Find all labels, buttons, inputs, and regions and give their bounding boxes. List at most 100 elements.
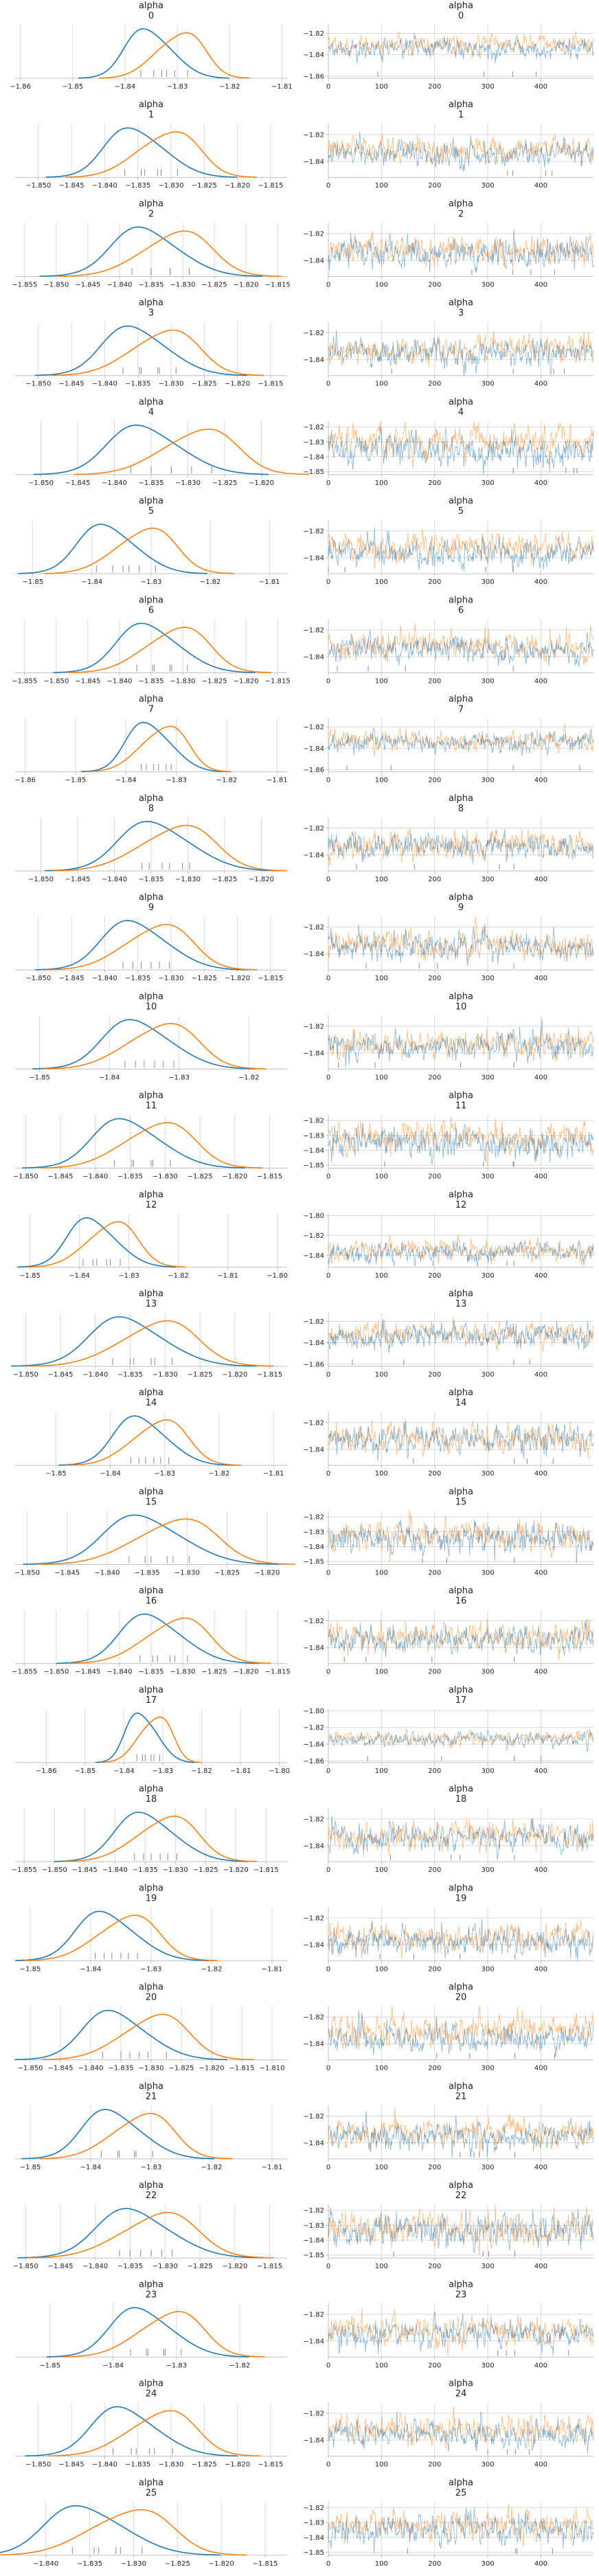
trace-x-tick-label: 300: [482, 2362, 495, 2369]
trace-x-tick-label: 200: [428, 578, 441, 586]
trace-x-tick-label: 200: [428, 1669, 441, 1676]
trace-title-index: 1: [458, 110, 464, 120]
kde-tick-label: −1.840: [82, 2263, 108, 2270]
trace-line-chain-0: [328, 1729, 594, 1752]
trace-x-tick-label: 0: [326, 281, 330, 289]
kde-title-index: 5: [148, 506, 154, 517]
trace-x-tick-label: 0: [326, 1470, 330, 1478]
trace-y-tick-label: −1.84: [303, 1842, 324, 1850]
trace-x-tick-label: 100: [375, 381, 388, 388]
kde-tick-label: −1.820: [249, 479, 274, 487]
trace-x-tick-label: 100: [375, 1074, 388, 1081]
kde-tick-label: −1.84: [80, 1965, 102, 1973]
trace-line-chain-0: [328, 828, 594, 865]
trace-x-tick-label: 0: [326, 1866, 330, 1874]
kde-line-chain-1: [44, 528, 234, 574]
kde-title-variable: alpha: [139, 595, 163, 605]
kde-tick-label: −1.850: [43, 281, 69, 289]
kde-tick-label: −1.83: [141, 1965, 162, 1973]
kde-tick-label: −1.855: [12, 1669, 37, 1676]
kde-tick-label: −1.820: [223, 1866, 249, 1874]
kde-tick-label: −1.845: [47, 1371, 73, 1379]
trace-title-index: 19: [455, 1893, 467, 1903]
trace-x-tick-label: 200: [428, 2362, 441, 2369]
kde-line-chain-1: [69, 1617, 272, 1664]
kde-tick-label: −1.830: [170, 677, 196, 685]
trace-y-tick-label: −1.85: [303, 2549, 324, 2557]
trace-x-tick-label: 100: [375, 1470, 388, 1478]
trace-y-tick-label: −1.82: [303, 825, 324, 833]
trace-x-tick-label: 0: [326, 2065, 330, 2072]
trace-title-index: 3: [458, 308, 464, 319]
trace-x-tick-label: 200: [428, 182, 441, 190]
kde-tick-label: −1.845: [47, 1173, 73, 1181]
trace-x-tick-label: 400: [534, 2263, 547, 2270]
kde-tick-label: −1.830: [152, 2263, 178, 2270]
trace-x-tick-label: 200: [428, 1371, 441, 1379]
trace-title-variable: alpha: [449, 1190, 473, 1200]
kde-tick-label: −1.820: [225, 975, 250, 982]
kde-title-index: 3: [148, 308, 154, 319]
kde-line-chain-0: [56, 1613, 259, 1664]
kde-line-chain-0: [39, 226, 263, 277]
trace-y-tick-label: −1.84: [303, 1147, 324, 1155]
kde-tick-label: −1.825: [212, 479, 238, 487]
kde-tick-label: −1.815: [257, 1173, 282, 1181]
kde-title-index: 4: [148, 407, 154, 418]
kde-tick-label: −1.820: [222, 1173, 247, 1181]
kde-tick-label: −1.840: [102, 876, 127, 883]
trace-x-tick-label: 400: [534, 1272, 547, 1280]
kde-tick-label: −1.83: [166, 777, 187, 784]
kde-tick-label: −1.815: [258, 182, 283, 190]
trace-line-chain-1: [328, 420, 594, 474]
trace-title-variable: alpha: [449, 2478, 473, 2488]
kde-title-index: 15: [146, 1497, 157, 1507]
trace-title-variable: alpha: [449, 1784, 473, 1794]
trace-x-tick-label: 400: [534, 2065, 547, 2072]
trace-x-tick-label: 300: [482, 479, 495, 487]
kde-tick-label: −1.825: [168, 2065, 194, 2072]
trace-x-tick-label: 200: [428, 2461, 441, 2469]
kde-title-index: 21: [146, 2092, 157, 2102]
trace-x-tick-label: 300: [482, 876, 495, 883]
trace-x-tick-label: 100: [375, 2362, 388, 2369]
trace-x-tick-label: 300: [482, 1371, 495, 1379]
trace-x-tick-label: 300: [482, 777, 495, 784]
kde-tick-label: −1.835: [138, 677, 163, 685]
trace-x-tick-label: 400: [534, 1074, 547, 1081]
kde-tick-label: −1.825: [202, 281, 227, 289]
trace-line-chain-0: [328, 1816, 594, 1860]
kde-line-chain-1: [28, 1320, 274, 1367]
kde-title-variable: alpha: [139, 1982, 163, 1993]
trace-x-tick-label: 300: [482, 1272, 495, 1280]
trace-y-tick-label: −1.84: [303, 1252, 324, 1260]
trace-x-tick-label: 300: [482, 1074, 495, 1081]
kde-title-index: 17: [146, 1695, 157, 1706]
trace-x-tick-label: 200: [428, 876, 441, 883]
trace-y-tick-label: −1.82: [303, 1023, 324, 1030]
kde-title-variable: alpha: [139, 100, 163, 110]
kde-tick-label: −1.83: [167, 83, 188, 91]
trace-x-tick-label: 400: [534, 1669, 547, 1676]
kde-tick-label: −1.850: [43, 677, 69, 685]
trace-line-chain-0: [328, 1919, 594, 1961]
kde-title-index: 24: [146, 2389, 157, 2399]
trace-x-tick-label: 100: [375, 876, 388, 883]
kde-line-chain-1: [69, 626, 272, 673]
kde-line-chain-1: [0, 2509, 247, 2556]
kde-tick-label: −1.81: [263, 1470, 284, 1478]
trace-x-tick-label: 200: [428, 83, 441, 91]
kde-line-chain-0: [10, 1316, 257, 1367]
kde-title-variable: alpha: [139, 1091, 163, 1101]
trace-title-variable: alpha: [449, 100, 473, 110]
kde-title-index: 16: [146, 1596, 157, 1607]
trace-x-tick-label: 400: [534, 1569, 547, 1577]
kde-tick-label: −1.83: [154, 1470, 175, 1478]
kde-tick-label: −1.86: [36, 1767, 57, 1775]
trace-y-tick-label: −1.82: [303, 626, 324, 634]
trace-title-index: 5: [458, 506, 464, 517]
